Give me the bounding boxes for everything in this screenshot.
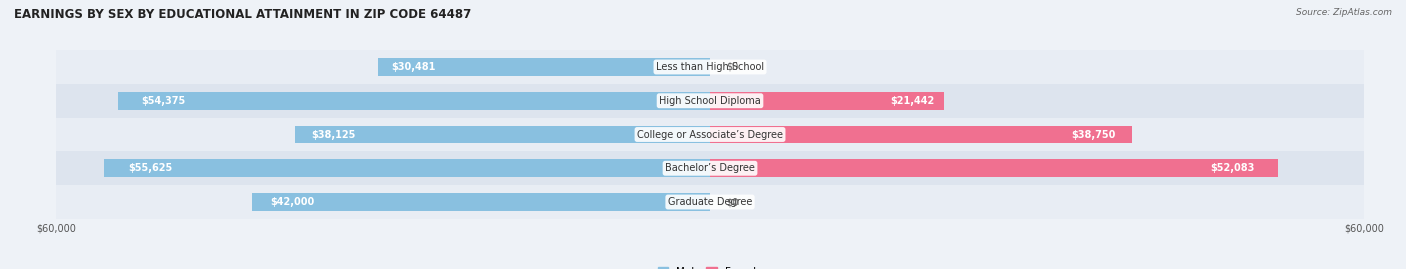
Text: Source: ZipAtlas.com: Source: ZipAtlas.com	[1296, 8, 1392, 17]
Legend: Male, Female: Male, Female	[654, 263, 766, 269]
Text: $21,442: $21,442	[890, 96, 935, 106]
Bar	[710, 160, 1278, 177]
Text: $55,625: $55,625	[128, 163, 173, 173]
Bar	[56, 185, 1364, 219]
Bar	[104, 160, 710, 177]
Text: $42,000: $42,000	[271, 197, 315, 207]
Text: $0: $0	[727, 197, 738, 207]
Bar	[378, 58, 710, 76]
Bar	[252, 193, 710, 211]
Text: Graduate Degree: Graduate Degree	[668, 197, 752, 207]
Text: $54,375: $54,375	[141, 96, 186, 106]
Bar	[710, 92, 943, 109]
Text: High School Diploma: High School Diploma	[659, 96, 761, 106]
Text: $0: $0	[727, 62, 738, 72]
Text: $52,083: $52,083	[1211, 163, 1254, 173]
Text: College or Associate’s Degree: College or Associate’s Degree	[637, 129, 783, 140]
Text: $30,481: $30,481	[391, 62, 436, 72]
Bar	[710, 126, 1132, 143]
Text: EARNINGS BY SEX BY EDUCATIONAL ATTAINMENT IN ZIP CODE 64487: EARNINGS BY SEX BY EDUCATIONAL ATTAINMEN…	[14, 8, 471, 21]
Text: Bachelor’s Degree: Bachelor’s Degree	[665, 163, 755, 173]
Bar	[295, 126, 710, 143]
Bar	[56, 50, 1364, 84]
Text: Less than High School: Less than High School	[657, 62, 763, 72]
Bar	[56, 151, 1364, 185]
Bar	[118, 92, 710, 109]
Text: $38,750: $38,750	[1071, 129, 1115, 140]
Bar	[56, 118, 1364, 151]
Bar	[56, 84, 1364, 118]
Text: $38,125: $38,125	[311, 129, 356, 140]
